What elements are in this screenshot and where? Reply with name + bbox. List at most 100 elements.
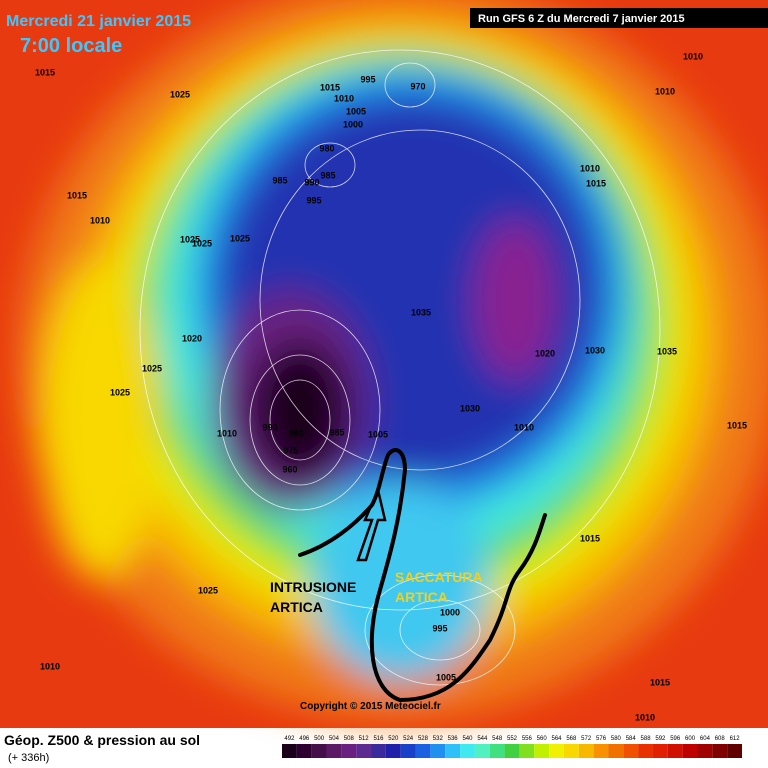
- isobar-label: 1010: [40, 661, 60, 671]
- annotation-drawing: [298, 448, 547, 703]
- scale-swatch: [534, 744, 550, 758]
- scale-label: 500: [314, 736, 325, 742]
- isobar-label: 1035: [411, 307, 431, 317]
- scale-label: 608: [715, 736, 726, 742]
- isobar-label: 1025: [180, 234, 200, 244]
- isobar-label: 1015: [727, 420, 747, 430]
- isobar-label: 960: [282, 464, 297, 474]
- scale-swatch: [682, 744, 698, 758]
- isobar-label: 1030: [585, 345, 605, 355]
- isobar-label: 1015: [320, 82, 340, 92]
- scale-label: 596: [670, 736, 681, 742]
- scale-swatch: [623, 744, 639, 758]
- scale-label: 516: [373, 736, 384, 742]
- scale-swatch: [385, 744, 401, 758]
- isobar-label: 1010: [334, 93, 354, 103]
- scale-label: 520: [388, 736, 399, 742]
- scale-label: 584: [626, 736, 637, 742]
- scale-swatch: [593, 744, 609, 758]
- scale-label: 528: [418, 736, 429, 742]
- scale-label: 564: [552, 736, 563, 742]
- scale-label: 544: [477, 736, 488, 742]
- scale-label: 532: [433, 736, 444, 742]
- scale-label: 568: [566, 736, 577, 742]
- scale-label: 512: [359, 736, 370, 742]
- scale-swatch: [460, 744, 475, 758]
- isobar-label: 1025: [198, 585, 218, 595]
- scale-label: 556: [522, 736, 533, 742]
- scale-label: 508: [344, 736, 355, 742]
- scale-swatch: [282, 744, 297, 758]
- isobar-label: 985: [320, 170, 335, 180]
- scale-swatch: [371, 744, 386, 758]
- scale-swatch: [341, 744, 357, 758]
- scale-swatch: [415, 744, 431, 758]
- isobar-label: 1025: [192, 238, 212, 248]
- isobar-label: 1000: [440, 607, 460, 617]
- isobar-label: 1020: [182, 333, 202, 343]
- scale-swatch: [652, 744, 668, 758]
- scale-label: 592: [655, 736, 666, 742]
- scale-swatch: [727, 744, 742, 758]
- isobar-label: 970: [410, 81, 425, 91]
- isobar-labels: 1015102510151010995970100510009809859909…: [35, 51, 747, 722]
- footer-title: Géop. Z500 & pression au sol: [4, 732, 200, 748]
- scale-label: 548: [492, 736, 503, 742]
- isobar-label: 1025: [110, 387, 130, 397]
- scale-swatch: [400, 744, 416, 758]
- scale-swatch: [697, 744, 713, 758]
- scale-label: 604: [700, 736, 711, 742]
- scale-label: 580: [611, 736, 622, 742]
- isobar-label: 1005: [346, 106, 366, 116]
- scale-label: 560: [537, 736, 548, 742]
- isobar-label: 1010: [655, 86, 675, 96]
- isobar-label: 1005: [436, 672, 456, 682]
- scale-swatch: [608, 744, 624, 758]
- isobar-label: 1000: [343, 119, 363, 129]
- scale-label: 552: [507, 736, 518, 742]
- scale-swatch: [549, 744, 564, 758]
- isobar-label: 1025: [230, 233, 250, 243]
- isobar-label: 995: [432, 623, 447, 633]
- isobar-label: 995: [360, 74, 375, 84]
- scale-label: 504: [329, 736, 340, 742]
- isobar-label: 1010: [514, 422, 534, 432]
- annotation-intrusion: INTRUSIONE: [270, 579, 356, 595]
- scale-label: 540: [462, 736, 473, 742]
- isobar-label: 995: [306, 195, 321, 205]
- isobar-label: 1010: [635, 712, 655, 722]
- scale-swatch: [356, 744, 372, 758]
- isobar-label: 980: [288, 428, 303, 438]
- forecast-time: 7:00 locale: [20, 35, 122, 57]
- isobar-label: 1015: [650, 677, 670, 687]
- scale-swatch: [430, 744, 446, 758]
- isobar-label: 1030: [460, 403, 480, 413]
- scale-swatch: [311, 744, 327, 758]
- isobar-label: 1015: [35, 67, 55, 77]
- isobar-label: 1025: [142, 363, 162, 373]
- scale-swatch: [638, 744, 653, 758]
- scale-swatch: [504, 744, 520, 758]
- scale-label: 588: [641, 736, 652, 742]
- isobar-label: 1015: [67, 190, 87, 200]
- scale-swatch: [326, 744, 342, 758]
- annotation-trough: SACCATURA: [395, 569, 483, 585]
- isobar-label: 1010: [683, 51, 703, 61]
- run-banner: [470, 8, 768, 28]
- isobar-label: 975: [283, 445, 298, 455]
- isobar-label: 985: [329, 427, 344, 437]
- scale-label: 524: [403, 736, 414, 742]
- isobar-label: 985: [272, 175, 287, 185]
- isobar-label: 990: [262, 422, 277, 432]
- isobar-label: 1035: [657, 346, 677, 356]
- isobar-label: 1020: [535, 348, 555, 358]
- scale-swatch: [712, 744, 728, 758]
- scale-swatch: [519, 744, 535, 758]
- isobar-label: 990: [304, 177, 319, 187]
- isobar-label: 980: [319, 143, 334, 153]
- color-scale: 492 496 500 504 508 512 516 520 524 528 532 536 540 5…: [282, 736, 742, 758]
- scale-swatch: [489, 744, 505, 758]
- scale-swatch: [667, 744, 683, 758]
